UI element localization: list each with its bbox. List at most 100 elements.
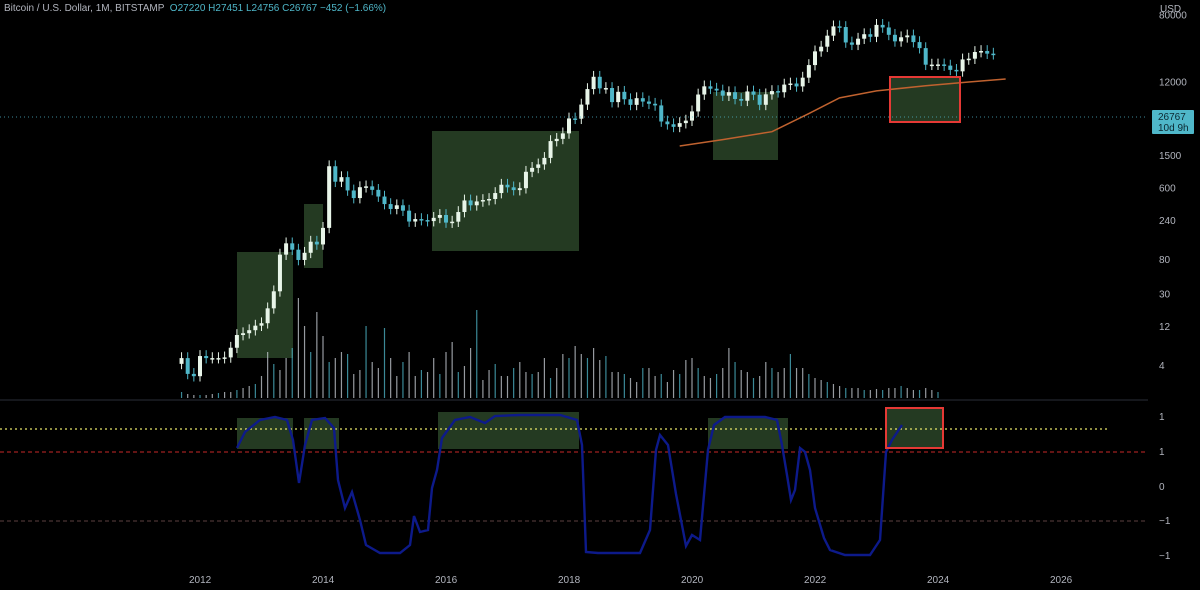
candle-body: [856, 38, 861, 45]
volume-bar: [740, 370, 742, 398]
volume-bar: [795, 368, 798, 398]
volume-bar: [648, 368, 650, 398]
volume-bar: [697, 368, 699, 398]
volume-bar: [390, 358, 392, 398]
candle-body: [511, 187, 516, 191]
price-tick-label: 600: [1159, 184, 1176, 195]
candle-body: [222, 357, 227, 359]
candle-body: [837, 26, 842, 28]
volume-bar: [789, 354, 791, 398]
time-tick-label: 2012: [189, 575, 212, 586]
oscillator-tick-label: 1: [1159, 447, 1165, 458]
candle-body: [911, 35, 916, 43]
volume-bar: [224, 392, 226, 398]
volume-bar: [826, 382, 828, 398]
volume-bar: [303, 326, 306, 398]
candle-body: [813, 51, 817, 66]
volume-bar: [888, 388, 890, 398]
volume-bar: [574, 346, 576, 398]
red-box-price: [889, 76, 961, 123]
volume-bar: [310, 352, 312, 398]
candle-body: [179, 358, 184, 364]
volume-bar: [513, 368, 515, 398]
candle-body: [210, 358, 215, 360]
candle-body: [653, 103, 658, 106]
oscillator-tick-label: 0: [1159, 482, 1165, 493]
candle-body: [542, 157, 547, 165]
volume-bar: [377, 368, 379, 398]
volume-bar: [679, 374, 681, 398]
volume-bar: [875, 389, 878, 398]
candle-body: [923, 48, 928, 65]
volume-bar: [340, 352, 343, 398]
moving-average-line: [679, 78, 1006, 147]
candle-body: [917, 42, 922, 49]
candle-body: [487, 198, 492, 201]
candle-body: [696, 94, 701, 112]
oscillator-tick-label: −1: [1159, 516, 1171, 527]
countdown-value: 10d 9h: [1158, 123, 1189, 134]
volume-bar: [500, 376, 502, 398]
candle-body: [253, 325, 258, 331]
candle-body: [444, 214, 448, 223]
volume-bar: [426, 372, 429, 398]
candle-body: [302, 252, 307, 260]
volume-bar: [722, 368, 724, 398]
volume-bar: [931, 390, 933, 398]
volume-bar: [728, 348, 730, 398]
volume-bar: [334, 358, 336, 398]
volume-bar: [802, 368, 804, 398]
candle-body: [247, 330, 252, 334]
candle-body: [382, 196, 387, 205]
volume-bar: [180, 392, 183, 398]
highlight-box: [713, 92, 778, 160]
volume-bar: [236, 390, 238, 398]
volume-bar: [525, 372, 527, 398]
volume-bar: [217, 393, 220, 398]
candle-body: [345, 177, 350, 191]
candle-body: [646, 101, 651, 104]
time-tick-label: 2022: [804, 575, 827, 586]
candle-body: [665, 121, 670, 125]
candle-body: [296, 249, 301, 260]
candlestick-series: [179, 19, 996, 382]
volume-bar: [187, 394, 189, 398]
volume-bar: [365, 326, 367, 398]
volume-bar: [537, 372, 539, 398]
oscillator-highlight-box: [438, 412, 579, 449]
currency-label: USD: [1160, 4, 1181, 15]
volume-bar: [445, 352, 447, 398]
volume-bar: [562, 354, 564, 398]
candle-body: [782, 84, 787, 93]
candle-body: [191, 373, 196, 377]
highlight-boxes: [237, 77, 960, 358]
volume-bar: [494, 364, 496, 398]
volume-bar: [900, 386, 902, 398]
volume-bar: [248, 386, 250, 398]
volume-bar: [851, 388, 853, 398]
candle-body: [720, 90, 725, 96]
oscillator-tick-label: −1: [1159, 551, 1171, 562]
volume-bar: [267, 352, 269, 398]
volume-bar: [599, 360, 601, 398]
candle-body: [849, 42, 854, 45]
volume-bar: [611, 372, 613, 398]
volume-bar: [771, 368, 773, 398]
candle-body: [929, 64, 934, 67]
volume-bar: [211, 394, 213, 398]
candle-body: [634, 98, 639, 105]
volume-bar: [463, 366, 466, 398]
volume-bar: [199, 395, 201, 398]
candle-body: [437, 214, 442, 218]
volume-bar: [383, 328, 386, 398]
candle-body: [819, 46, 824, 52]
candle-body: [308, 241, 313, 253]
highlight-box: [304, 204, 323, 268]
volume-bar: [451, 342, 453, 398]
volume-bar: [420, 370, 422, 398]
volume-bars: [180, 298, 939, 398]
volume-bar: [543, 358, 545, 398]
candle-body: [622, 91, 627, 100]
volume-bar: [242, 388, 244, 398]
